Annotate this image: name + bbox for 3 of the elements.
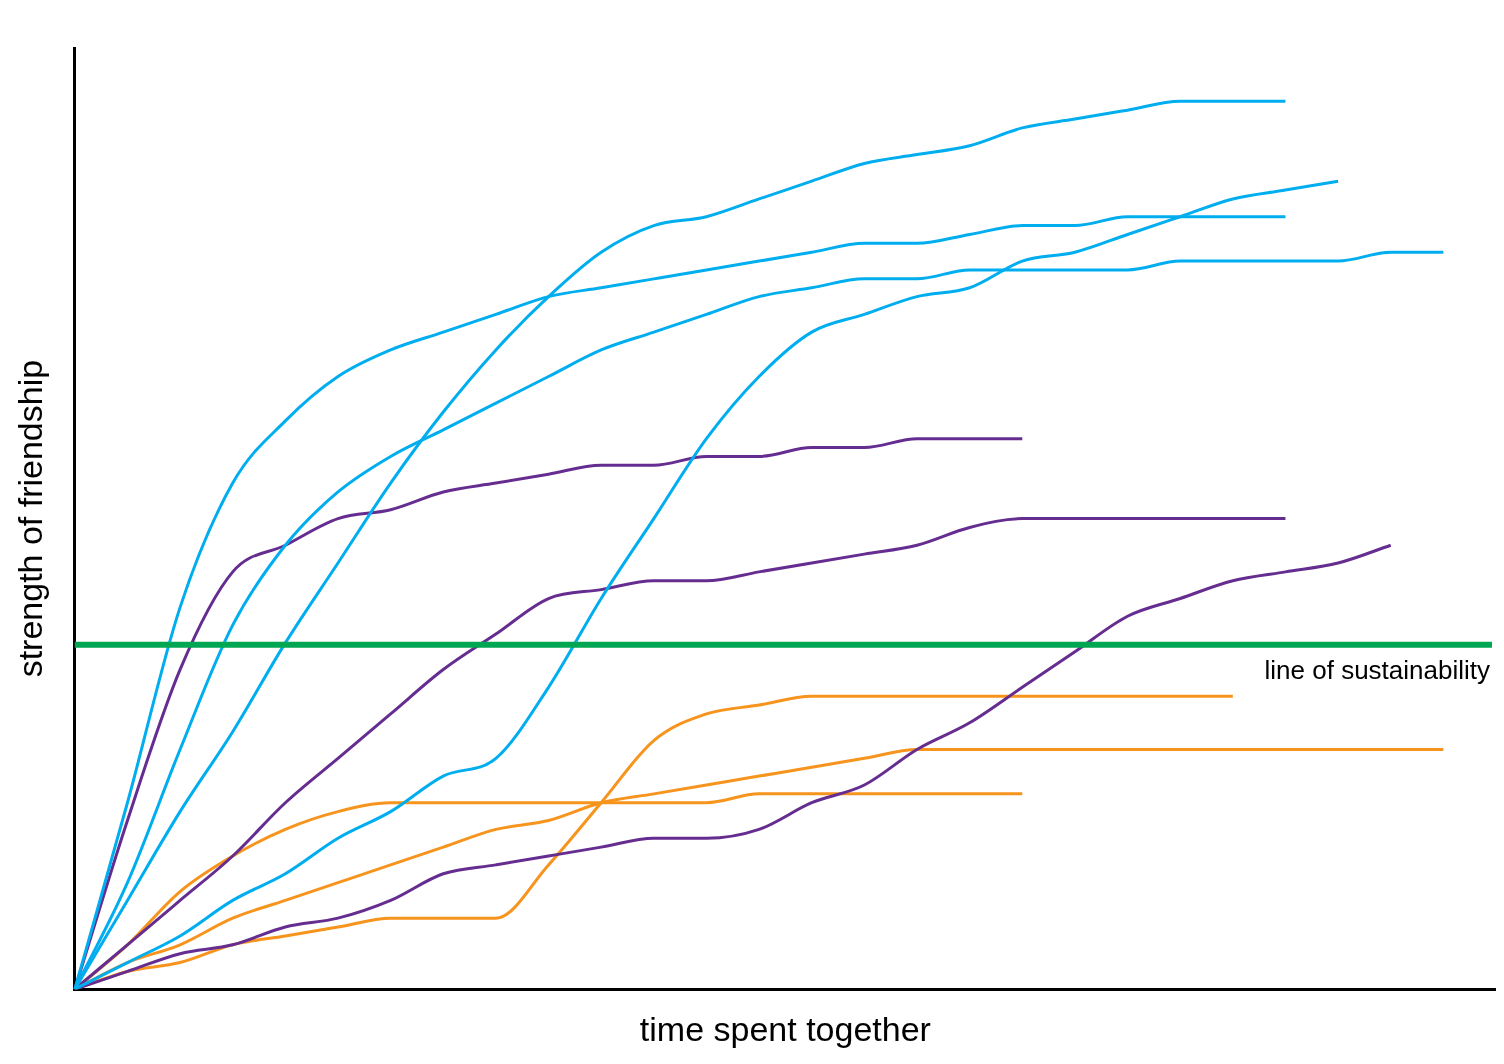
x-axis-title: time spent together [639,1009,931,1048]
ref-line-label: line of sustainability [1264,654,1490,685]
y-axis-title: strength of friendship [10,359,49,678]
